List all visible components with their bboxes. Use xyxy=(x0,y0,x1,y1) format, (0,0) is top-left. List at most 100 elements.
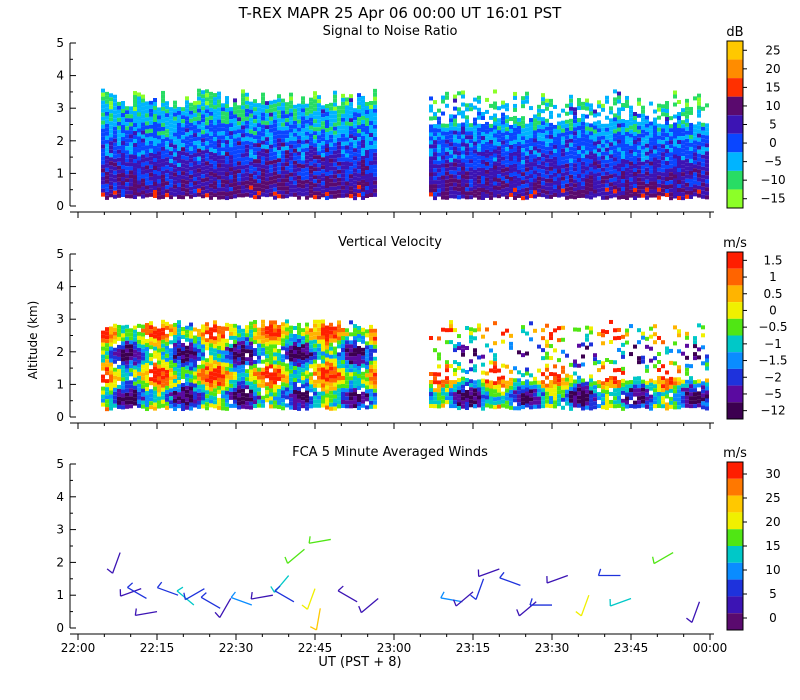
heatmap-cell xyxy=(153,346,157,351)
heatmap-cell xyxy=(125,154,129,159)
heatmap-cell xyxy=(633,156,637,161)
heatmap-cell xyxy=(561,188,565,193)
heatmap-cell xyxy=(329,146,333,151)
heatmap-cell xyxy=(317,395,321,400)
heatmap-cell xyxy=(281,106,285,111)
heatmap-cell xyxy=(321,165,325,170)
heatmap-cell xyxy=(337,320,341,325)
heatmap-cell xyxy=(521,128,525,133)
heatmap-cell xyxy=(185,152,189,157)
heatmap-cell xyxy=(593,137,597,142)
heatmap-cell xyxy=(261,124,265,129)
heatmap-cell xyxy=(345,145,349,150)
heatmap-cell xyxy=(457,139,461,144)
heatmap-cell xyxy=(297,195,301,200)
heatmap-cell xyxy=(305,123,309,128)
heatmap-cell xyxy=(349,360,353,365)
heatmap-cell xyxy=(109,338,113,343)
heatmap-cell xyxy=(229,327,233,332)
heatmap-cell xyxy=(177,150,181,155)
heatmap-cell xyxy=(501,104,505,109)
heatmap-cell xyxy=(369,173,373,178)
heatmap-cell xyxy=(241,121,245,126)
heatmap-cell xyxy=(221,358,225,363)
heatmap-cell xyxy=(445,123,449,128)
heatmap-cell xyxy=(309,404,313,409)
heatmap-cell xyxy=(245,184,249,189)
heatmap-cell xyxy=(617,187,621,192)
heatmap-cell xyxy=(301,360,305,365)
heatmap-cell xyxy=(141,400,145,405)
heatmap-cell xyxy=(249,337,253,342)
heatmap-cell xyxy=(293,406,297,411)
heatmap-cell xyxy=(429,384,433,389)
heatmap-cell xyxy=(493,385,497,390)
heatmap-cell xyxy=(101,120,105,125)
heatmap-cell xyxy=(321,347,325,352)
heatmap-cell xyxy=(305,374,309,379)
heatmap-cell xyxy=(685,138,689,143)
heatmap-cell xyxy=(325,156,329,161)
heatmap-cell xyxy=(345,396,349,401)
heatmap-cell xyxy=(353,164,357,169)
heatmap-cell xyxy=(153,181,157,186)
heatmap-cell xyxy=(221,175,225,180)
heatmap-cell xyxy=(185,405,189,410)
heatmap-cell xyxy=(485,165,489,170)
heatmap-cell xyxy=(465,393,469,398)
heatmap-cell xyxy=(505,183,509,188)
heatmap-cell xyxy=(525,91,529,96)
heatmap-cell xyxy=(257,167,261,172)
heatmap-cell xyxy=(505,404,509,409)
heatmap-cell xyxy=(217,349,221,354)
heatmap-cell xyxy=(357,193,361,198)
heatmap-cell xyxy=(697,125,701,130)
heatmap-cell xyxy=(201,146,205,151)
heatmap-cell xyxy=(205,117,209,122)
heatmap-cell xyxy=(301,352,305,357)
heatmap-cell xyxy=(569,190,573,195)
heatmap-cell xyxy=(241,141,245,146)
heatmap-cell xyxy=(349,388,353,393)
heatmap-cell xyxy=(601,171,605,176)
heatmap-cell xyxy=(617,171,621,176)
heatmap-cell xyxy=(121,405,125,410)
heatmap-cell xyxy=(497,170,501,175)
heatmap-cell xyxy=(141,94,145,99)
heatmap-cell xyxy=(473,193,477,198)
heatmap-cell xyxy=(493,189,497,194)
heatmap-cell xyxy=(205,105,209,110)
heatmap-cell xyxy=(617,167,621,172)
heatmap-cell xyxy=(165,385,169,390)
heatmap-cell xyxy=(237,149,241,154)
heatmap-cell xyxy=(465,147,469,152)
heatmap-cell xyxy=(317,123,321,128)
heatmap-cell xyxy=(529,190,533,195)
heatmap-cell xyxy=(253,115,257,120)
heatmap-cell xyxy=(133,325,137,330)
heatmap-cell xyxy=(113,142,117,147)
heatmap-cell xyxy=(557,165,561,170)
heatmap-cell xyxy=(353,376,357,381)
heatmap-cell xyxy=(357,109,361,114)
heatmap-cell xyxy=(181,119,185,124)
heatmap-cell xyxy=(145,117,149,122)
heatmap-cell xyxy=(245,405,249,410)
heatmap-cell xyxy=(145,359,149,364)
heatmap-cell xyxy=(341,133,345,138)
heatmap-cell xyxy=(309,105,313,110)
heatmap-cell xyxy=(105,107,109,112)
heatmap-cell xyxy=(437,152,441,157)
heatmap-cell xyxy=(157,175,161,180)
heatmap-cell xyxy=(117,328,121,333)
heatmap-cell xyxy=(221,123,225,128)
heatmap-cell xyxy=(201,186,205,191)
heatmap-cell xyxy=(133,365,137,370)
heatmap-cell xyxy=(277,154,281,159)
heatmap-cell xyxy=(249,321,253,326)
heatmap-cell xyxy=(169,167,173,172)
heatmap-cell xyxy=(313,167,317,172)
heatmap-cell xyxy=(133,195,137,200)
heatmap-cell xyxy=(273,107,277,112)
heatmap-cell xyxy=(693,152,697,157)
